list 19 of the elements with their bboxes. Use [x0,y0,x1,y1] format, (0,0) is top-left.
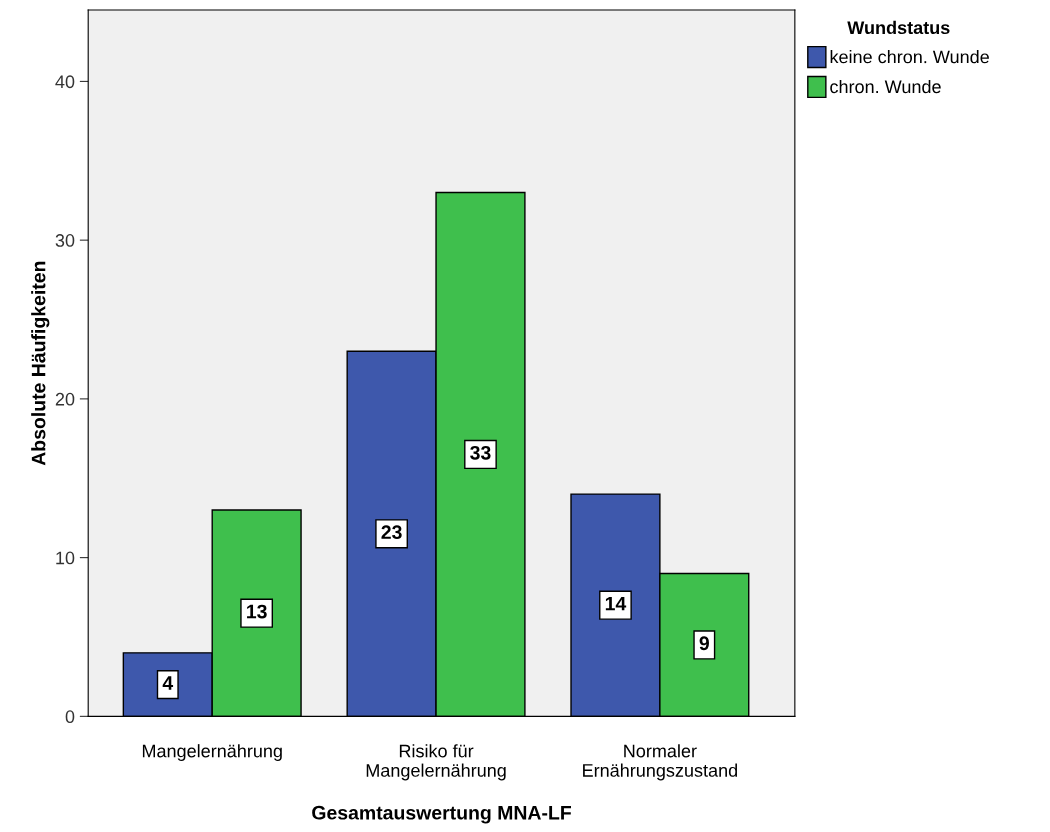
y-tick-label: 40 [55,75,75,89]
y-tick-label: 30 [55,234,75,247]
data-label: 9 [699,636,709,651]
data-label: 33 [470,445,491,460]
legend-label: keine chron. Wunde [830,50,989,64]
y-tick-label: 10 [56,551,75,565]
x-tick-label: Normaler Ernährungszustand [583,744,738,781]
y-axis-title: Absolute Häufigkeiten [31,261,50,466]
x-axis-title: Gesamtauswertung MNA-LF [312,805,571,824]
legend-label: chron. Wunde [830,79,941,94]
y-tick-label: 0 [65,710,75,724]
data-label: 13 [247,604,267,619]
x-tick-label: Risiko für Mangelernährung [366,744,506,781]
legend-title: Wundstatus [847,20,950,35]
data-label: 4 [162,676,174,690]
y-tick-label: 20 [55,392,75,406]
data-label: 23 [381,525,402,540]
x-tick-label: Mangelernährung [142,744,282,761]
data-label: 14 [605,596,627,611]
